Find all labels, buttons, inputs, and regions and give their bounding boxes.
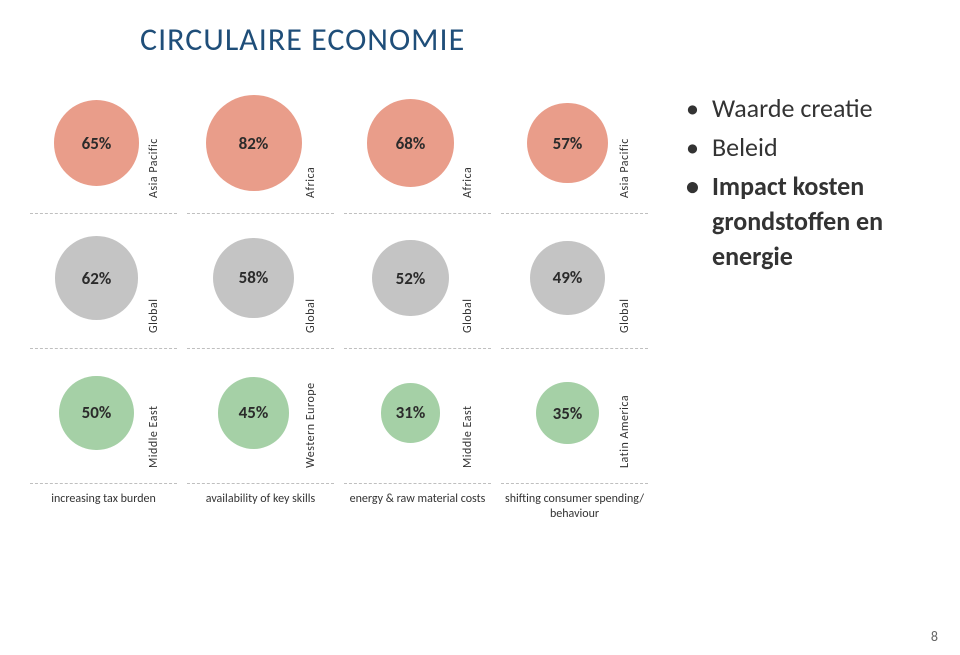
bubble: 31%	[381, 383, 440, 442]
region-label: Western Europe	[304, 358, 318, 468]
bubble-value: 31%	[396, 402, 426, 423]
bullet-item: Waarde creatie	[686, 91, 930, 126]
category-label: energy & raw material costs	[346, 484, 490, 530]
content-row: 65% Asia Pacific 62% Global 50% Middle East in…	[30, 79, 930, 530]
region-label: Global	[461, 223, 475, 333]
chart-cell: 82% Africa	[187, 79, 334, 214]
chart-cell: 45% Western Europe	[187, 349, 334, 484]
bubble-wrap: 49%	[518, 214, 618, 342]
bubble-wrap: 31%	[361, 349, 461, 477]
bubble: 35%	[536, 382, 599, 445]
region-label: Asia Pacific	[147, 88, 161, 198]
bullet-item: Beleid	[686, 130, 930, 165]
bubble-chart: 65% Asia Pacific 62% Global 50% Middle East in…	[30, 79, 660, 530]
bubble-wrap: 68%	[361, 79, 461, 207]
chart-cell: 35% Latin America	[501, 349, 648, 484]
category-label: availability of key skills	[202, 484, 319, 530]
chart-cell: 62% Global	[30, 214, 177, 349]
bubble: 62%	[55, 236, 138, 319]
bubble: 58%	[213, 238, 294, 319]
bubble-value: 50%	[82, 402, 112, 423]
bubble: 50%	[59, 376, 134, 451]
chart-cell: 50% Middle East	[30, 349, 177, 484]
chart-column: 82% Africa 58% Global 45% Western Europe avail…	[187, 79, 334, 530]
bubble-value: 45%	[239, 402, 269, 423]
bubble-value: 62%	[82, 268, 112, 289]
bullet-list-container: Waarde creatie Beleid Impact kosten gronds…	[686, 79, 930, 278]
bubble: 68%	[367, 99, 454, 186]
bubble-value: 35%	[553, 403, 583, 424]
region-label: Asia Pacific	[618, 88, 632, 198]
region-label: Middle East	[147, 358, 161, 468]
bubble-value: 58%	[239, 267, 269, 288]
chart-cell: 58% Global	[187, 214, 334, 349]
bubble-value: 68%	[396, 133, 426, 154]
bubble-wrap: 50%	[47, 349, 147, 477]
chart-cell: 49% Global	[501, 214, 648, 349]
category-label: shifting consumer spending/ behaviour	[501, 484, 648, 530]
bubble: 57%	[527, 103, 607, 183]
bullet-list: Waarde creatie Beleid Impact kosten gronds…	[686, 91, 930, 274]
category-label: increasing tax burden	[47, 484, 160, 530]
region-label: Middle East	[461, 358, 475, 468]
bubble-wrap: 58%	[204, 214, 304, 342]
chart-column: 68% Africa 52% Global 31% Middle East energy &…	[344, 79, 491, 530]
chart-cell: 52% Global	[344, 214, 491, 349]
bullet-item: Impact kosten grondstoffen en energie	[686, 169, 930, 274]
bubble-value: 82%	[239, 133, 269, 154]
chart-cell: 65% Asia Pacific	[30, 79, 177, 214]
bubble-wrap: 52%	[361, 214, 461, 342]
chart-cell: 57% Asia Pacific	[501, 79, 648, 214]
chart-column: 65% Asia Pacific 62% Global 50% Middle East in…	[30, 79, 177, 530]
bubble: 49%	[530, 241, 604, 315]
region-label: Global	[304, 223, 318, 333]
bubble-wrap: 45%	[204, 349, 304, 477]
region-label: Global	[147, 223, 161, 333]
bubble-value: 65%	[82, 133, 112, 154]
slide-root: CIRCULAIRE ECONOMIE 65% Asia Pacific 62% Gl…	[0, 0, 960, 655]
bubble: 82%	[206, 95, 302, 191]
bubble-value: 52%	[396, 268, 426, 289]
bubble-value: 57%	[553, 133, 583, 154]
bubble-wrap: 65%	[47, 79, 147, 207]
region-label: Africa	[461, 88, 475, 198]
bubble: 45%	[218, 377, 289, 448]
page-number: 8	[931, 628, 938, 645]
slide-title: CIRCULAIRE ECONOMIE	[140, 20, 930, 59]
bubble-wrap: 35%	[518, 349, 618, 477]
bubble-wrap: 82%	[204, 79, 304, 207]
chart-cell: 31% Middle East	[344, 349, 491, 484]
region-label: Africa	[304, 88, 318, 198]
region-label: Global	[618, 223, 632, 333]
bubble: 65%	[54, 100, 139, 185]
bubble: 52%	[372, 240, 448, 316]
chart-cell: 68% Africa	[344, 79, 491, 214]
chart-column: 57% Asia Pacific 49% Global 35% Latin America…	[501, 79, 648, 530]
bubble-wrap: 62%	[47, 214, 147, 342]
region-label: Latin America	[618, 358, 632, 468]
bubble-value: 49%	[553, 267, 583, 288]
bubble-wrap: 57%	[518, 79, 618, 207]
